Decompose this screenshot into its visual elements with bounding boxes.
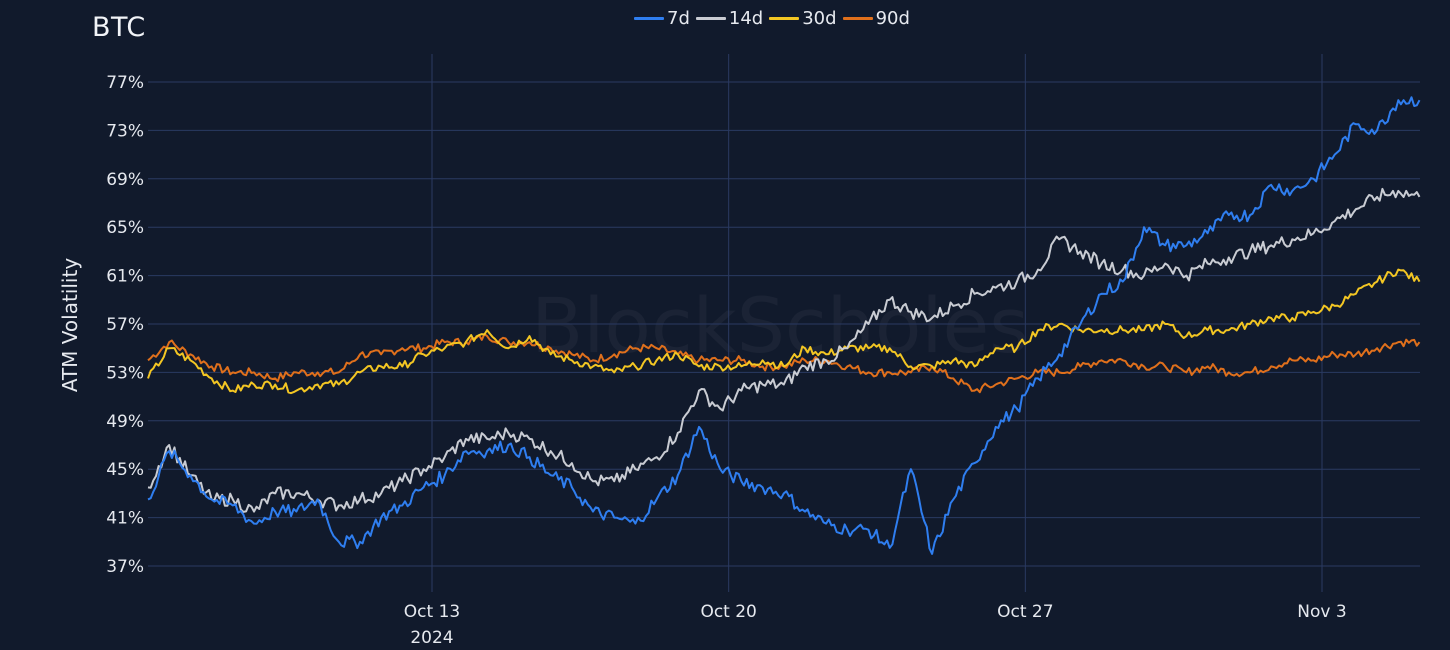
y-tick-label: 41%	[106, 509, 144, 529]
x-tick-label: Oct 13	[404, 602, 460, 622]
legend-label: 90d	[875, 8, 910, 29]
y-tick-label: 65%	[106, 218, 144, 238]
series-line-30d[interactable]	[147, 268, 1421, 395]
chart-title: BTC	[92, 12, 146, 43]
watermark-text: BlockScholes	[531, 281, 1029, 370]
legend-item-7d[interactable]: 7d	[634, 8, 690, 29]
legend-swatch-90d-icon	[842, 17, 873, 20]
x-tick-label: Oct 20	[700, 602, 756, 622]
y-tick-label: 69%	[106, 170, 144, 190]
watermark: BlockScholes	[531, 281, 1029, 370]
y-tick-label: 49%	[106, 412, 144, 432]
y-tick-label: 53%	[106, 363, 144, 383]
y-tick-label: 61%	[106, 267, 144, 287]
series-line-7d[interactable]	[147, 96, 1421, 555]
legend-label: 30d	[802, 8, 837, 29]
legend-swatch-7d-icon	[634, 17, 664, 20]
x-axis-ticks: Oct 13 2024 Oct 20 Oct 27 Nov 3	[404, 602, 1347, 648]
legend-item-30d[interactable]: 30d	[769, 8, 837, 29]
y-axis-ticks: 37% 41% 45% 49% 53% 57% 61% 65% 69% 73% 77%	[106, 73, 144, 577]
legend-item-14d[interactable]: 14d	[695, 8, 764, 29]
y-tick-label: 57%	[106, 315, 144, 335]
legend-label: 14d	[728, 8, 764, 29]
series-lines	[147, 96, 1421, 555]
y-tick-label: 37%	[106, 557, 144, 577]
x-tick-label: Oct 27	[997, 602, 1053, 622]
legend-swatch-14d-icon	[695, 17, 726, 20]
x-tick-label: Nov 3	[1297, 602, 1346, 622]
series-line-14d[interactable]	[147, 187, 1421, 513]
y-tick-label: 73%	[106, 121, 144, 141]
x-tick-year-label: 2024	[410, 628, 453, 648]
gridlines	[148, 54, 1420, 592]
y-tick-label: 45%	[106, 460, 144, 480]
legend-item-90d[interactable]: 90d	[842, 8, 910, 29]
legend-label: 7d	[667, 8, 690, 29]
y-tick-label: 77%	[106, 73, 144, 93]
legend-swatch-30d-icon	[769, 17, 800, 20]
legend: 7d 14d 30d 90d	[634, 8, 916, 29]
